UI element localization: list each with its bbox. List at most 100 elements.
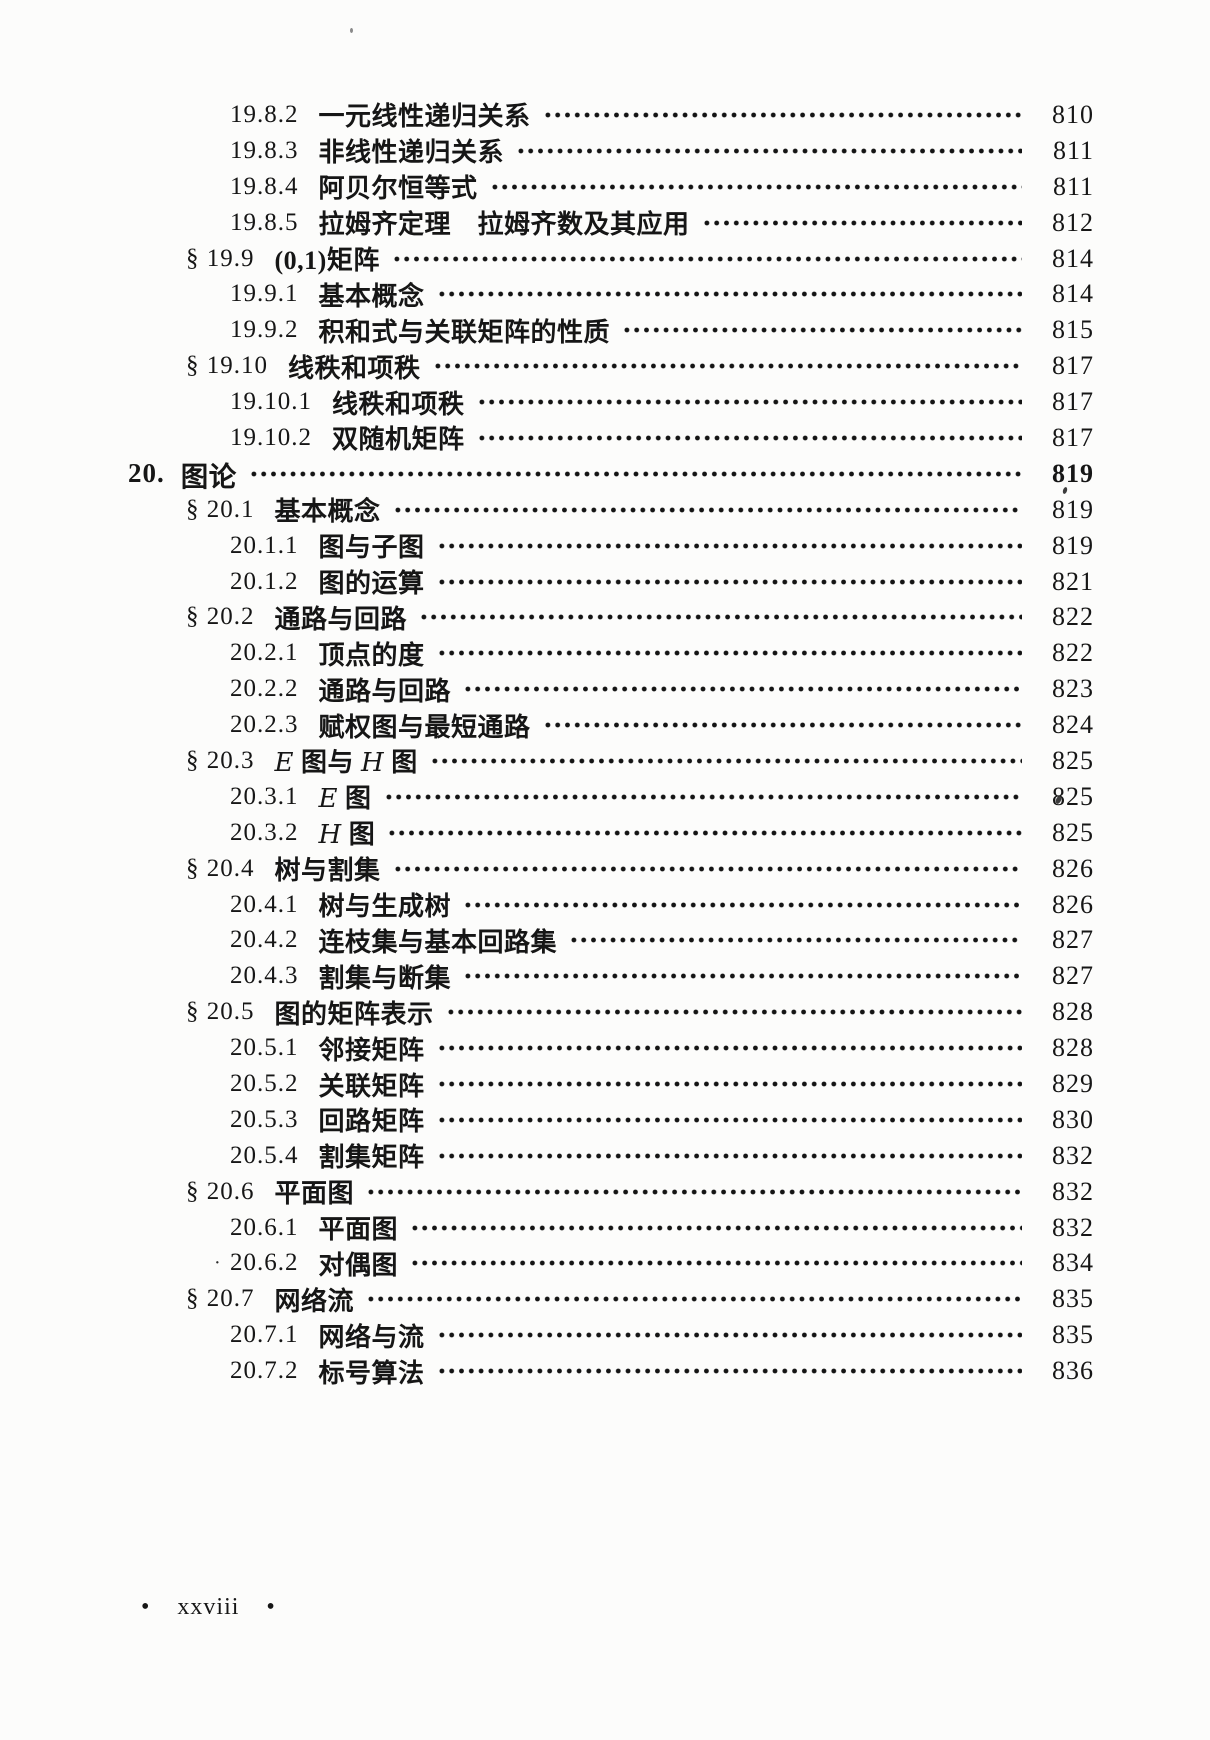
entry-title: 积和式与关联矩阵的性质 xyxy=(318,317,611,347)
entry-number: 20.3.2 xyxy=(230,818,299,846)
dot-leader xyxy=(436,1142,1022,1169)
dot-leader xyxy=(410,1214,1022,1241)
entry-number: 20.4.3 xyxy=(230,962,299,990)
dot-leader xyxy=(432,353,1022,380)
toc-entry: 20. 图论 819 xyxy=(128,456,1094,492)
dot-leader xyxy=(436,1035,1022,1062)
toc-entry: 20.2.2 通路与回路 823 xyxy=(230,671,1094,707)
dot-leader xyxy=(445,999,1022,1026)
toc-entry: 20.6.1 平面图 832 xyxy=(230,1210,1094,1246)
entry-title: 线秩和项秩 xyxy=(288,353,421,383)
entry-page: 827 xyxy=(1052,961,1094,991)
dot-leader xyxy=(383,783,1022,810)
entry-title: 网络流 xyxy=(274,1286,355,1316)
entry-number: 20.5.4 xyxy=(230,1141,299,1169)
entry-page: 822 xyxy=(1052,638,1094,668)
entry-number: 20.5.3 xyxy=(230,1105,299,1133)
toc-entry: § 19.10 线秩和项秩 817 xyxy=(186,348,1094,384)
entry-page: 825 xyxy=(1052,817,1094,847)
dot-leader xyxy=(410,1250,1022,1277)
entry-page: 826 xyxy=(1052,853,1094,883)
entry-number: 20.1.2 xyxy=(230,567,299,595)
dot-leader xyxy=(436,532,1022,559)
entry-number: 20.1.1 xyxy=(230,531,299,559)
dot-leader xyxy=(419,604,1022,631)
entry-number: 20.5.1 xyxy=(230,1034,299,1062)
dot-leader xyxy=(476,424,1022,451)
footer-bullet-right: • xyxy=(266,1594,276,1620)
dot-leader xyxy=(429,747,1022,774)
entry-page: 815 xyxy=(1052,315,1094,345)
entry-title: 顶点的度 xyxy=(318,640,425,670)
toc-entry: 20.1.1 图与子图 819 xyxy=(230,528,1094,564)
toc-entry: 19.9.2 积和式与关联矩阵的性质 815 xyxy=(230,312,1094,348)
scan-speck xyxy=(350,28,353,33)
stray-dot-mark: · xyxy=(214,1251,221,1274)
entry-number: § 20.2 xyxy=(186,603,255,631)
toc-entry: 19.10.2 双随机矩阵 817 xyxy=(230,420,1094,456)
toc-entry: 20.5.1 邻接矩阵 828 xyxy=(230,1030,1094,1066)
entry-page: 811 xyxy=(1052,171,1094,201)
entry-title: 树与割集 xyxy=(274,856,381,886)
entry-page: 814 xyxy=(1052,243,1094,273)
entry-number: 20.3.1 xyxy=(230,782,299,810)
entry-title: E 图 xyxy=(318,784,372,815)
dot-leader xyxy=(436,1106,1022,1133)
entry-page: 817 xyxy=(1052,351,1094,381)
entry-page: 811 xyxy=(1052,135,1094,165)
toc-entry: 19.10.1 线秩和项秩 817 xyxy=(230,384,1094,420)
entry-title: 基本概念 xyxy=(318,281,425,311)
toc-entry: 20.4.3 割集与断集 827 xyxy=(230,958,1094,994)
entry-number: 20.6.1 xyxy=(230,1213,299,1241)
entry-number: 19.8.5 xyxy=(230,208,299,236)
entry-title: E 图与 H 图 xyxy=(274,748,418,779)
footer-page-number: xxviii xyxy=(177,1594,240,1620)
entry-title: 线秩和项秩 xyxy=(332,389,465,419)
entry-page: 835 xyxy=(1052,1320,1094,1350)
dot-leader xyxy=(569,927,1022,954)
entry-title: (0,1)矩阵 xyxy=(274,246,380,276)
toc-entry: § 20.6 平面图 832 xyxy=(186,1174,1094,1210)
entry-number: 20.4.2 xyxy=(230,926,299,954)
entry-title: 非线性递归关系 xyxy=(318,138,505,168)
entry-title: 对偶图 xyxy=(318,1250,399,1280)
entry-title: 双随机矩阵 xyxy=(332,425,465,455)
entry-title: H 图 xyxy=(318,820,376,851)
dot-leader xyxy=(463,963,1022,990)
toc-entry: 20.5.4 割集矩阵 832 xyxy=(230,1138,1094,1174)
entry-page: 836 xyxy=(1052,1356,1094,1386)
toc-entry: 20.7.2 标号算法 836 xyxy=(230,1353,1094,1389)
entry-title: 通路与回路 xyxy=(274,604,408,634)
entry-number: 19.10.2 xyxy=(230,423,312,451)
entry-number: 20.4.1 xyxy=(230,890,299,918)
toc-entry: § 20.2 通路与回路 822 xyxy=(186,599,1094,635)
entry-number: 19.10.1 xyxy=(230,388,312,416)
toc-list: 19.8.2 一元线性递归关系 810 19.8.3 非线性递归关系 811 19.8.4 阿… xyxy=(0,97,1210,1389)
entry-page: 825 xyxy=(1052,781,1094,811)
toc-entry: 20.3.1 E 图 825 xyxy=(230,779,1094,815)
entry-number: § 20.6 xyxy=(186,1177,255,1205)
entry-page: 822 xyxy=(1052,602,1094,632)
entry-title: 拉姆齐定理 拉姆齐数及其应用 xyxy=(318,210,690,240)
entry-title: 标号算法 xyxy=(318,1358,425,1388)
entry-title: 割集矩阵 xyxy=(318,1143,425,1173)
dot-leader xyxy=(392,855,1022,882)
entry-page: 828 xyxy=(1052,1033,1094,1063)
entry-title: 连枝集与基本回路集 xyxy=(318,927,558,957)
toc-entry: § 20.1 基本概念 819 xyxy=(186,492,1094,528)
toc-entry: 19.9.1 基本概念 814 xyxy=(230,276,1094,312)
dot-leader xyxy=(463,891,1022,918)
toc-entry: 20.1.2 图的运算 821 xyxy=(230,564,1094,600)
entry-page: 819 xyxy=(1052,458,1094,488)
toc-entry: 20.3.2 H 图 825 xyxy=(230,815,1094,851)
dot-leader xyxy=(436,640,1022,667)
dot-leader xyxy=(542,101,1022,128)
entry-title: 割集与断集 xyxy=(318,963,452,993)
dot-leader xyxy=(436,1322,1022,1349)
entry-title: 一元线性递归关系 xyxy=(318,102,531,132)
entry-page: 814 xyxy=(1052,279,1094,309)
entry-number: 20.2.2 xyxy=(230,675,299,703)
toc-entry: 19.8.5 拉姆齐定理 拉姆齐数及其应用 812 xyxy=(230,205,1094,241)
entry-title: 基本概念 xyxy=(274,497,381,527)
